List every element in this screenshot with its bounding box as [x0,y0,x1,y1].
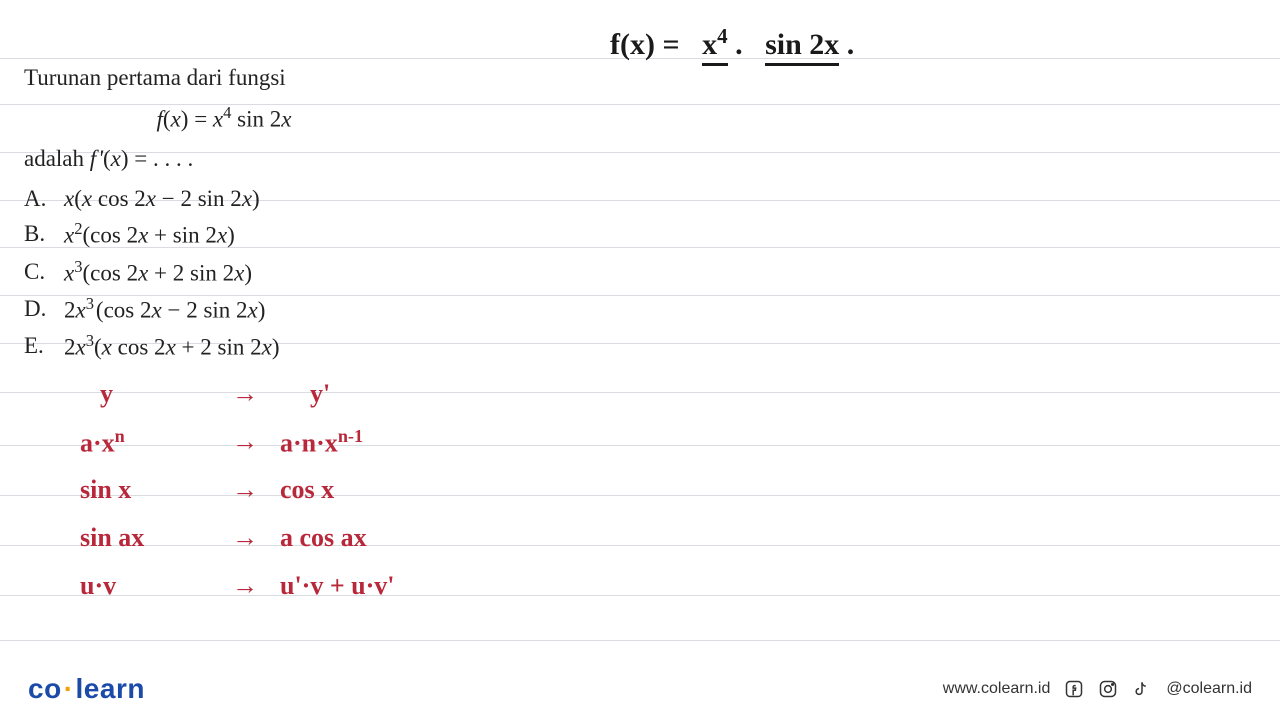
arrow-icon: → [210,475,280,505]
rule-left: sin ax [80,523,210,553]
note-part1: x4 [702,28,728,66]
logo-right: learn [76,673,145,704]
option-row: E. 2x3(x cos 2x + 2 sin 2x) [24,328,424,365]
rule-left: a·xn [80,426,210,459]
logo-left: co [28,673,62,704]
option-row: C. x3(cos 2x + 2 sin 2x) [24,254,424,291]
option-row: D. 2x3 (cos 2x − 2 sin 2x) [24,291,424,328]
option-body: x2(cos 2x + sin 2x) [64,216,235,253]
note-prefix: f(x) = [610,28,680,61]
option-label: A. [24,181,50,217]
rule-right: u'·v + u·v' [280,571,500,601]
note-part2: sin 2x [765,28,839,66]
problem-block: Turunan pertama dari fungsi f(x) = x4 si… [24,60,424,365]
option-row: B. x2(cos 2x + sin 2x) [24,216,424,253]
note-suffix: . [847,28,855,61]
logo-dot-icon: · [62,673,76,704]
option-label: E. [24,328,50,365]
facebook-icon [1064,679,1084,699]
arrow-icon: → [210,379,280,409]
footer-handle: @colearn.id [1166,680,1252,698]
arrow-icon: → [210,523,280,553]
derivative-rules-table: y → y' a·xn→a·n·xn-1sin x→cos xsin ax→a … [80,370,500,610]
rule-right: a cos ax [280,523,500,553]
rule-right: a·n·xn-1 [280,426,500,459]
tiktok-icon [1132,679,1152,699]
footer-url: www.colearn.id [943,680,1051,698]
rules-header-left: y [80,379,210,409]
option-row: A. x(x cos 2x − 2 sin 2x) [24,181,424,217]
option-label: C. [24,254,50,291]
note-sep: . [735,28,743,61]
problem-equation: f(x) = x4 sin 2x [24,100,424,137]
option-body: x(x cos 2x − 2 sin 2x) [64,181,260,217]
rule-row: sin ax→a cos ax [80,514,500,562]
rule-right: cos x [280,475,500,505]
rule-row: a·xn→a·n·xn-1 [80,418,500,466]
option-body: 2x3 (cos 2x − 2 sin 2x) [64,291,265,328]
instagram-icon [1098,679,1118,699]
problem-prompt: adalah f '(x) = . . . . [24,141,424,177]
handwritten-top-note: f(x) = x4 . sin 2x . [610,24,854,62]
problem-options: A. x(x cos 2x − 2 sin 2x) B. x2(cos 2x + si… [24,181,424,366]
ruled-line [0,640,1280,641]
arrow-icon: → [210,571,280,601]
footer-right: www.colearn.id @colearn.id [943,679,1252,699]
option-label: B. [24,216,50,253]
rules-header-right: y' [280,379,500,409]
option-body: 2x3(x cos 2x + 2 sin 2x) [64,328,279,365]
rules-header: y → y' [80,370,500,418]
problem-intro: Turunan pertama dari fungsi [24,60,424,96]
footer: co·learn www.colearn.id @colearn.id [0,658,1280,720]
brand-logo: co·learn [28,673,145,705]
rule-left: u·v [80,571,210,601]
page: Turunan pertama dari fungsi f(x) = x4 si… [0,0,1280,720]
option-body: x3(cos 2x + 2 sin 2x) [64,254,252,291]
rule-row: sin x→cos x [80,466,500,514]
option-label: D. [24,291,50,328]
rule-left: sin x [80,475,210,505]
rule-row: u·v→u'·v + u·v' [80,562,500,610]
arrow-icon: → [210,427,280,457]
